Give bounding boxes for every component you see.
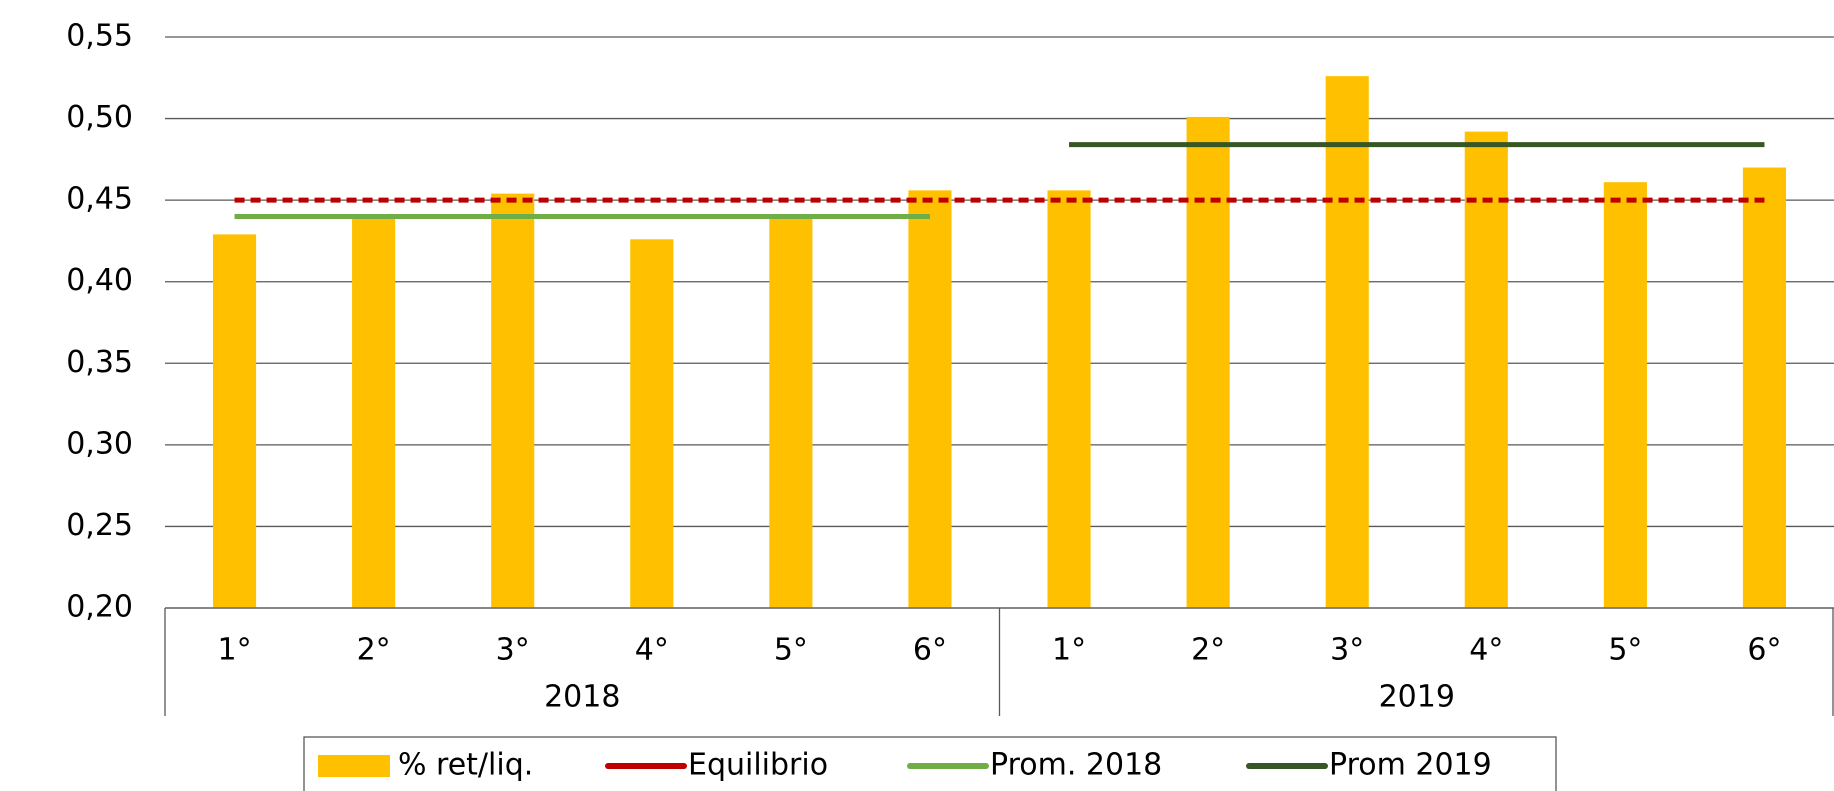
y-tick-label: 0,40 bbox=[66, 263, 133, 298]
bar bbox=[1742, 167, 1787, 608]
y-tick-label: 0,35 bbox=[66, 345, 133, 380]
bar bbox=[352, 216, 396, 608]
legend-label: Prom 2019 bbox=[1329, 748, 1492, 783]
x-tick-label: 1° bbox=[1052, 633, 1086, 668]
y-tick-label: 0,45 bbox=[66, 182, 133, 217]
x-tick-label: 6° bbox=[1747, 633, 1781, 668]
y-tick-label: 0,25 bbox=[66, 508, 133, 543]
y-tick-label: 0,50 bbox=[66, 100, 133, 135]
bar bbox=[769, 216, 813, 608]
bar bbox=[1047, 190, 1091, 608]
bar bbox=[908, 190, 952, 608]
bar bbox=[212, 234, 257, 608]
bar bbox=[1325, 76, 1369, 608]
bar bbox=[1186, 116, 1230, 608]
x-tick-label: 6° bbox=[913, 633, 947, 668]
bar bbox=[1464, 131, 1508, 608]
group-label: 2019 bbox=[1379, 680, 1455, 715]
x-tick-label: 3° bbox=[1330, 633, 1364, 668]
x-tick-label: 2° bbox=[1191, 633, 1225, 668]
legend-label: % ret/liq. bbox=[398, 748, 533, 783]
legend-label: Equilibrio bbox=[688, 748, 828, 783]
x-tick-label: 4° bbox=[635, 633, 669, 668]
y-tick-label: 0,55 bbox=[66, 19, 133, 54]
group-label: 2018 bbox=[544, 680, 620, 715]
legend-label: Prom. 2018 bbox=[990, 748, 1162, 783]
y-tick-label: 0,20 bbox=[66, 590, 133, 625]
x-tick-label: 1° bbox=[217, 633, 251, 668]
x-tick-label: 4° bbox=[1469, 633, 1503, 668]
x-tick-label: 3° bbox=[496, 633, 530, 668]
y-tick-label: 0,30 bbox=[66, 426, 133, 461]
x-tick-label: 2° bbox=[357, 633, 391, 668]
bar bbox=[1603, 182, 1647, 608]
bar bbox=[630, 239, 674, 608]
x-tick-label: 5° bbox=[774, 633, 808, 668]
bar bbox=[491, 193, 535, 609]
x-tick-label: 5° bbox=[1608, 633, 1642, 668]
legend-swatch bbox=[318, 755, 390, 777]
